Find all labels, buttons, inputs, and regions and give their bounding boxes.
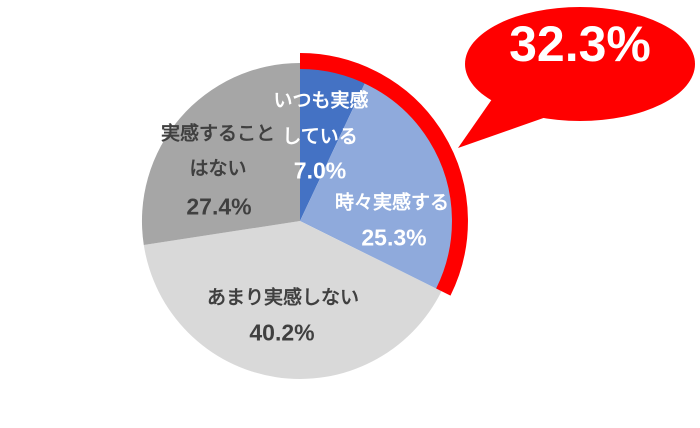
slice-label-rarely: あまり実感しない [206, 287, 360, 309]
callout-bubble [458, 7, 695, 148]
pie-slice-3 [143, 221, 442, 379]
slice-value-never: 27.4% [186, 193, 252, 220]
slice-label-always-line1: いつも実感 [273, 90, 369, 112]
callout-bubble-ellipse [465, 7, 695, 121]
pie-slice-4 [141, 62, 300, 245]
slice-label-always-line2: している [282, 126, 358, 148]
slice-value-rarely: 40.2% [249, 319, 315, 346]
slice-value-always: 7.0% [293, 157, 347, 184]
pie-slice-1 [300, 63, 368, 221]
pie-slice-2 [300, 78, 458, 292]
callout-percentage-label: 32.3% [509, 16, 651, 72]
slice-label-never-line1: 実感すること [160, 123, 276, 145]
pie-slices-group [141, 53, 468, 379]
slice-label-sometimes: 時々実感する [334, 192, 450, 214]
slice-label-never-line2: はない [189, 158, 247, 180]
highlight-arc [299, 53, 468, 296]
slice-value-sometimes: 25.3% [361, 224, 427, 251]
